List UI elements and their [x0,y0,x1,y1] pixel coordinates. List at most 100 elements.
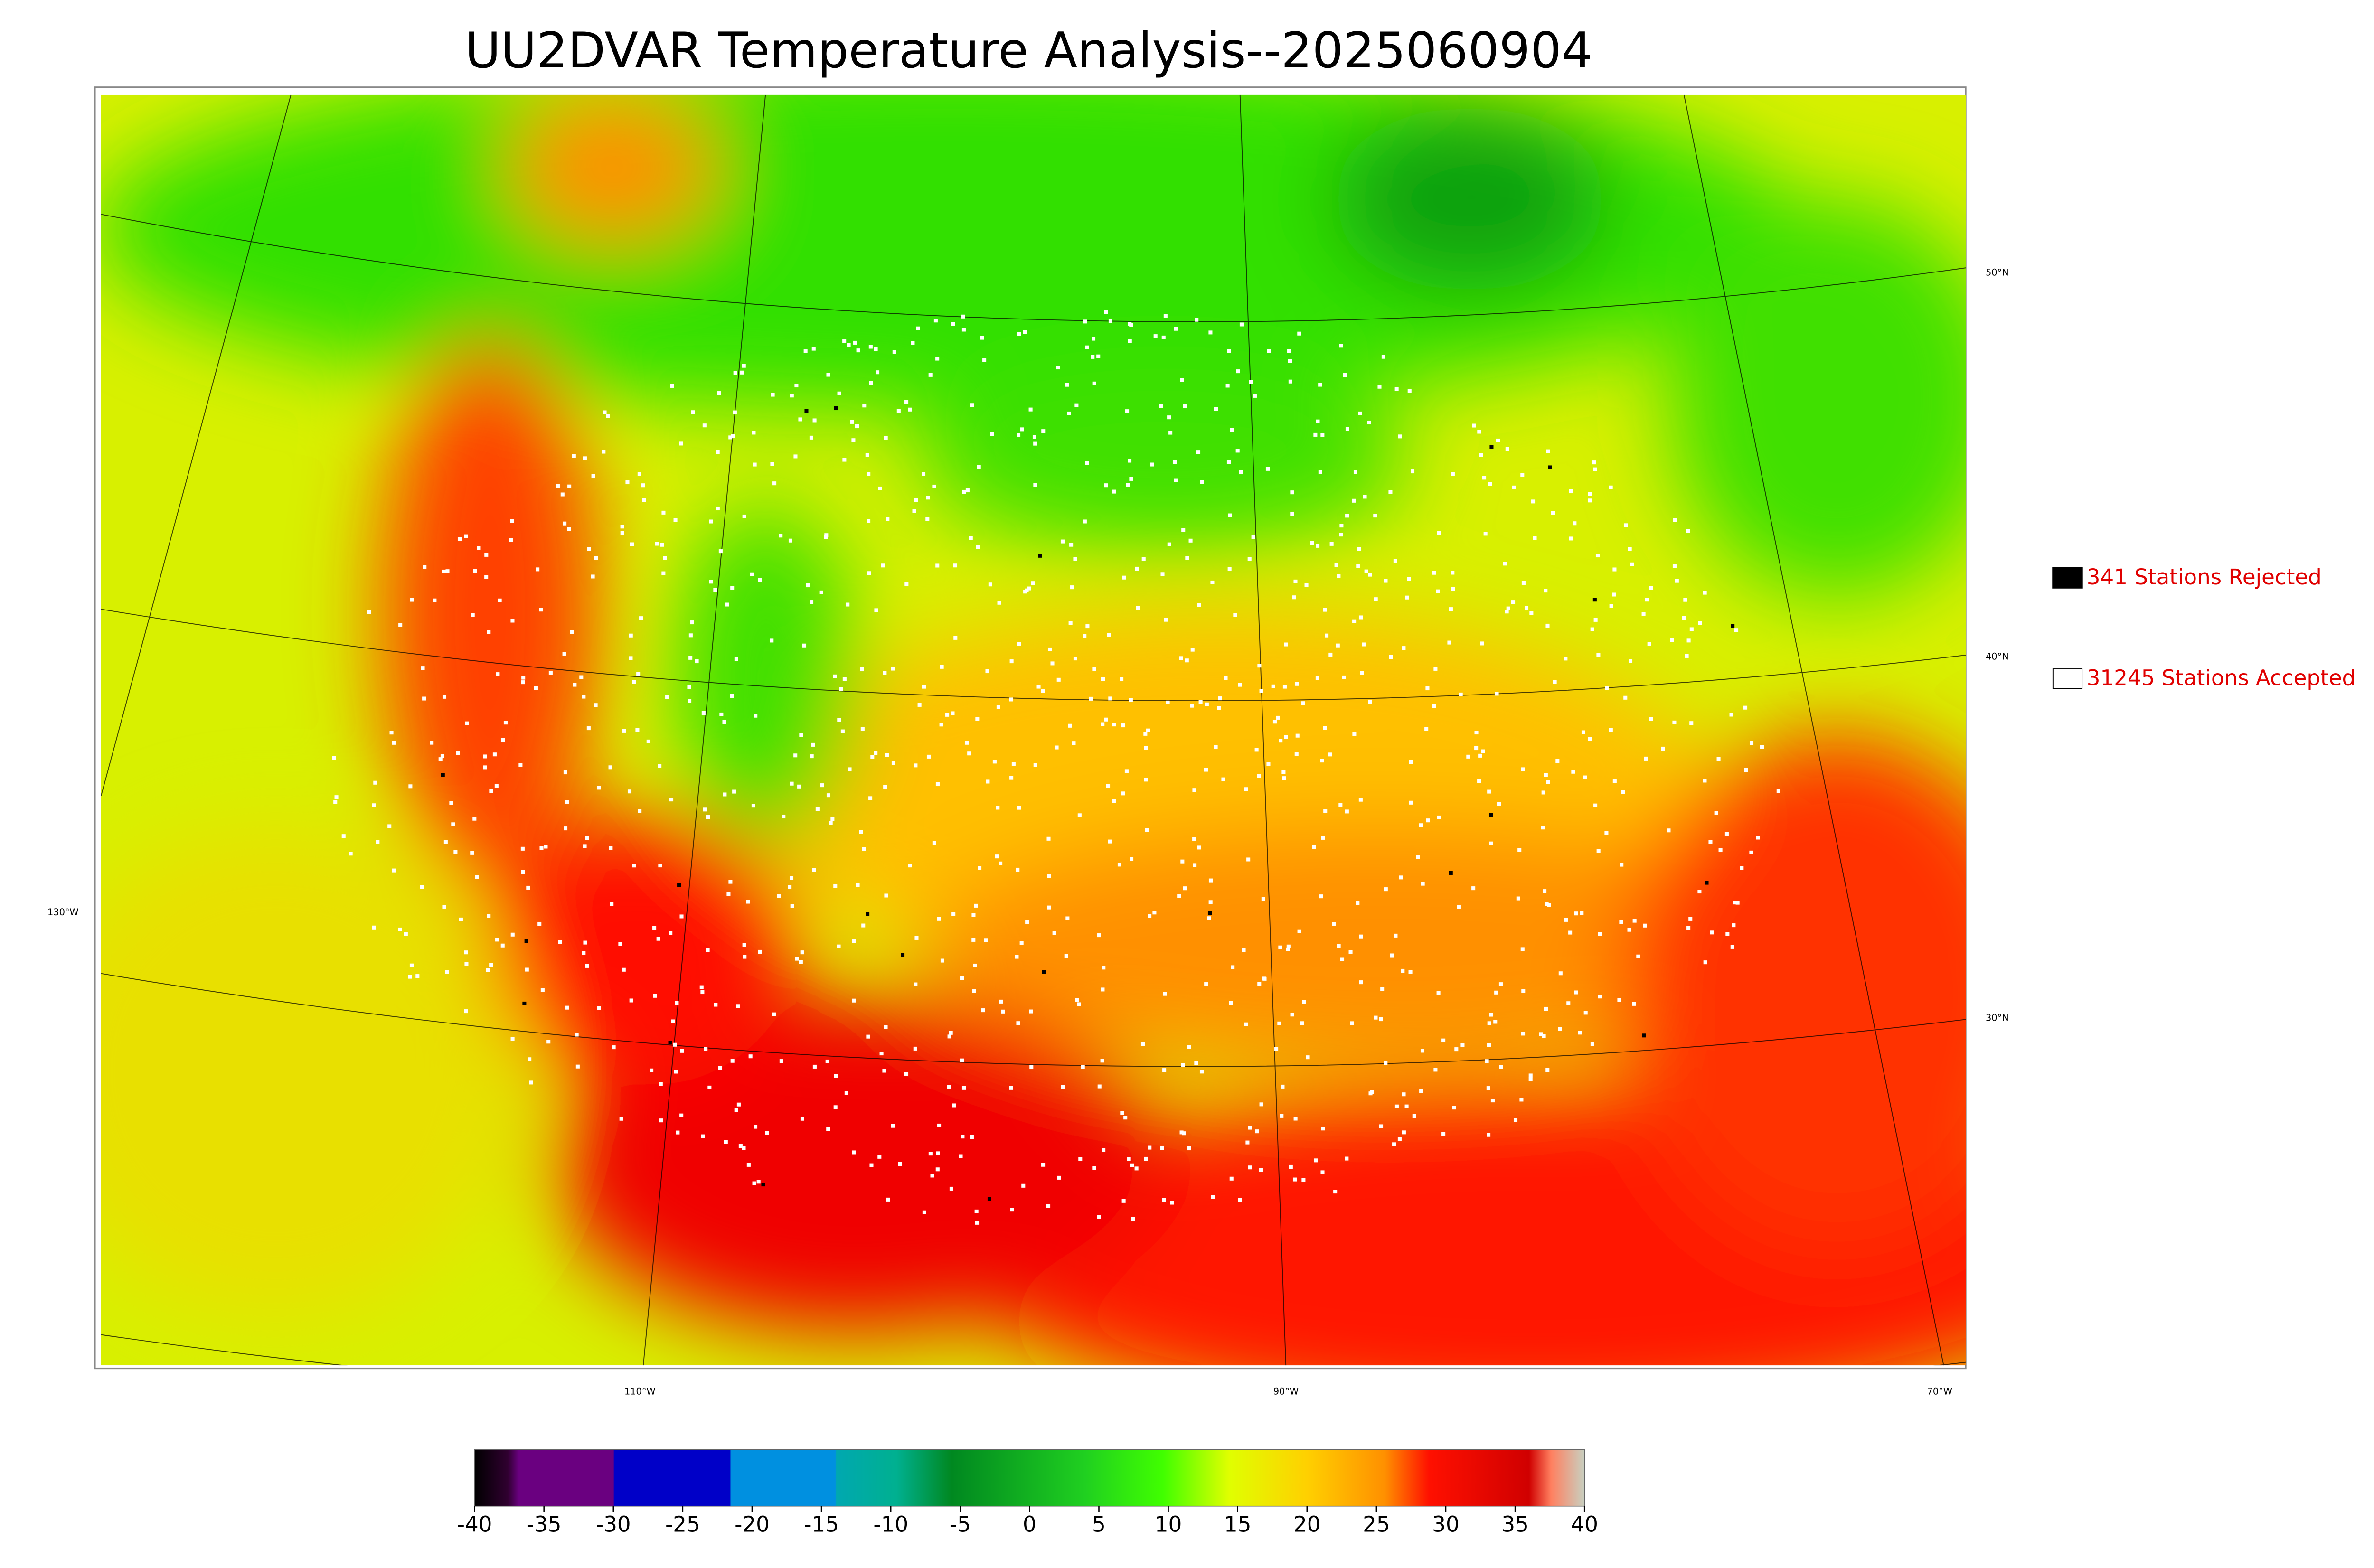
station [1649,717,1653,721]
station [487,630,491,634]
station [596,786,601,790]
station [1064,954,1068,958]
station [1517,848,1522,852]
station [904,400,909,404]
station [1497,802,1501,806]
station [914,982,918,986]
station [1292,595,1296,600]
station [1181,528,1186,532]
station [587,547,591,551]
station [839,687,843,691]
station [1425,686,1430,691]
station [453,850,458,854]
station [1545,1068,1550,1072]
station [1164,618,1168,622]
station [1214,407,1218,411]
station [679,914,684,919]
station [868,345,873,349]
station [834,406,838,411]
station [750,572,754,576]
station [1097,1215,1101,1219]
station [949,1186,953,1191]
station [1136,606,1140,610]
station [1190,648,1195,652]
station [951,322,955,326]
station [1329,542,1334,546]
station [1368,699,1372,704]
station [1318,383,1322,387]
station [1483,532,1488,536]
station [1451,472,1455,477]
station [679,1113,684,1117]
station [1083,519,1087,524]
station [1100,1059,1104,1063]
station [746,1163,751,1167]
station [1282,776,1286,780]
station [1017,332,1021,336]
station [1196,450,1201,454]
station [1670,638,1674,642]
station [922,1210,926,1214]
station [1506,606,1510,610]
station [1265,467,1270,471]
station [1749,850,1753,854]
station [673,518,678,522]
station [503,721,508,725]
station [1015,955,1019,959]
station [334,795,339,799]
station [713,588,717,592]
station [917,703,922,707]
station [1124,769,1129,773]
station [730,694,734,698]
station [500,943,505,948]
station [1644,756,1648,761]
station [670,384,674,388]
station [1017,433,1021,438]
station [1104,310,1108,314]
station [443,840,448,844]
station [471,613,475,617]
station [928,373,933,377]
station [1384,887,1388,892]
station [1339,344,1343,348]
station [609,846,613,850]
station [765,1131,769,1135]
station [1091,337,1096,341]
station [829,821,833,825]
station [798,417,802,422]
station [1032,435,1036,439]
station [1328,752,1332,757]
station [1521,767,1525,771]
station [536,567,540,572]
station [826,373,830,377]
station [1482,476,1487,480]
station [1248,1126,1252,1130]
station [937,1123,942,1127]
station [908,407,912,412]
station [521,676,526,680]
station [1325,633,1329,638]
station [333,800,338,804]
station [459,917,463,921]
station [646,739,650,743]
station [981,1008,985,1013]
station [1545,902,1549,906]
station [1072,741,1076,745]
station [669,931,673,935]
station [1489,1013,1494,1017]
station [1698,621,1702,625]
station [1359,980,1363,985]
station [484,575,489,579]
station [826,1127,830,1131]
station [1457,904,1461,909]
station [1167,415,1171,420]
station [1208,900,1213,904]
station [1009,697,1013,702]
station [688,699,692,703]
station [539,846,544,850]
station [703,807,707,812]
station [1161,335,1166,339]
station [1052,931,1056,935]
station [1272,720,1277,724]
station [911,341,915,345]
